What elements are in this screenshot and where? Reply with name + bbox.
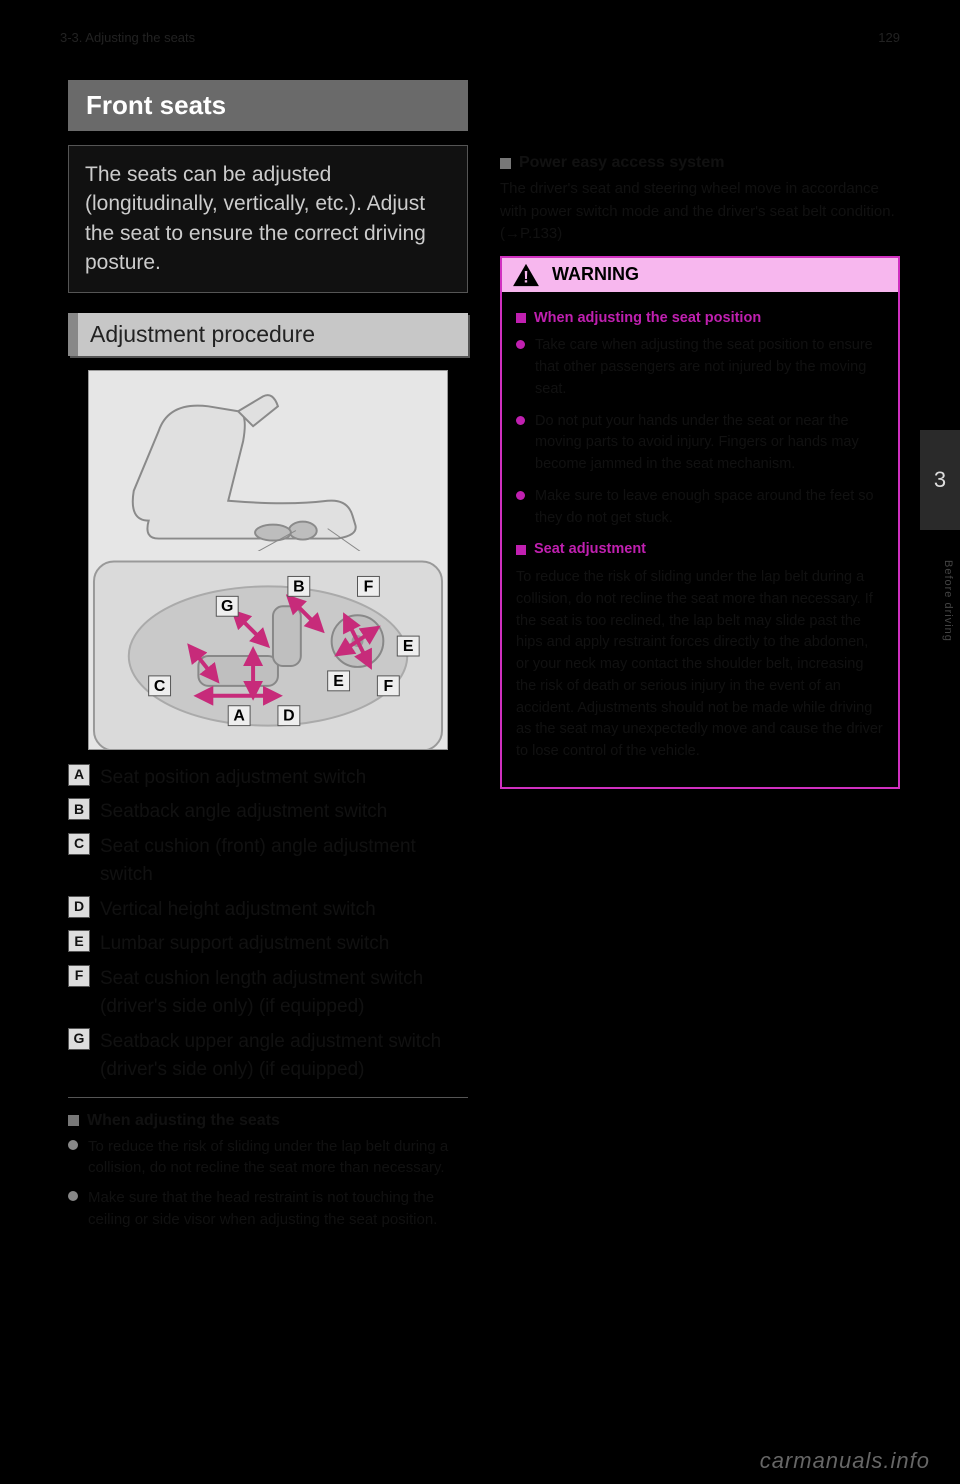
- page-header: 3-3. Adjusting the seats 129: [60, 30, 900, 50]
- warning-item: Make sure to leave enough space around t…: [516, 486, 884, 530]
- control-panel-illustration: C A D B G F E E F: [89, 556, 447, 750]
- side-caption: Before driving: [942, 560, 954, 960]
- subsection-header: Adjustment procedure: [68, 313, 468, 356]
- legend-item: G Seatback upper angle adjustment switch …: [68, 1028, 468, 1085]
- legend-label: Seat position adjustment switch: [100, 764, 366, 793]
- watermark: carmanuals.info: [760, 1448, 930, 1474]
- note-header-text: When adjusting the seats: [87, 1112, 280, 1130]
- dot-bullet-icon: [516, 491, 525, 500]
- legend-item: E Lumbar support adjustment switch: [68, 930, 468, 959]
- svg-text:A: A: [233, 707, 245, 724]
- warning-section-title: Seat adjustment: [534, 539, 646, 561]
- svg-text:F: F: [383, 677, 393, 694]
- left-column: Front seats The seats can be adjusted (l…: [68, 80, 468, 1239]
- warning-body: When adjusting the seat position Take ca…: [502, 292, 898, 787]
- manual-page: 3-3. Adjusting the seats 129 3 Before dr…: [0, 0, 960, 1484]
- legend-key: F: [68, 965, 90, 987]
- legend-label: Seat cushion length adjustment switch (d…: [100, 965, 468, 1022]
- note-header: When adjusting the seats: [68, 1112, 468, 1130]
- legend-item: C Seat cushion (front) angle adjustment s…: [68, 833, 468, 890]
- legend-key: D: [68, 896, 90, 918]
- note-body: The driver's seat and steering wheel mov…: [500, 178, 900, 246]
- svg-text:B: B: [293, 578, 305, 595]
- legend-key: A: [68, 764, 90, 786]
- warning-item: Do not put your hands under the seat or …: [516, 411, 884, 476]
- legend-key: E: [68, 930, 90, 952]
- legend-key: B: [68, 798, 90, 820]
- svg-text:E: E: [333, 672, 344, 689]
- legend-item: B Seatback angle adjustment switch: [68, 798, 468, 827]
- legend-label: Lumbar support adjustment switch: [100, 930, 389, 959]
- legend-label: Vertical height adjustment switch: [100, 896, 376, 925]
- note-item: To reduce the risk of sliding under the …: [68, 1136, 468, 1180]
- warning-text: Take care when adjusting the seat positi…: [535, 335, 884, 400]
- svg-text:!: !: [523, 267, 529, 286]
- legend-key: G: [68, 1028, 90, 1050]
- note-header-text: Power easy access system: [519, 154, 724, 172]
- note-header: Power easy access system: [500, 154, 900, 172]
- square-bullet-icon: [516, 313, 526, 323]
- legend-label: Seatback upper angle adjustment switch (…: [100, 1028, 468, 1085]
- chapter-tab-number: 3: [934, 467, 946, 493]
- warning-item: Take care when adjusting the seat positi…: [516, 335, 884, 400]
- chapter-tab: 3: [920, 430, 960, 530]
- note-item: Make sure that the head restraint is not…: [68, 1187, 468, 1231]
- note-text: Make sure that the head restraint is not…: [88, 1187, 468, 1231]
- control-legend: A Seat position adjustment switch B Seatba…: [68, 764, 468, 1085]
- seat-illustration: [89, 371, 447, 551]
- warning-box: ! WARNING When adjusting the seat positi…: [500, 256, 900, 789]
- square-bullet-icon: [68, 1115, 79, 1126]
- warning-section-header: Seat adjustment: [516, 539, 884, 561]
- svg-text:C: C: [154, 677, 166, 694]
- seat-control-diagram: C A D B G F E E F: [88, 370, 448, 750]
- square-bullet-icon: [500, 158, 511, 169]
- divider: [68, 1097, 468, 1098]
- warning-icon: !: [512, 263, 540, 287]
- dot-bullet-icon: [68, 1191, 78, 1201]
- dot-bullet-icon: [68, 1140, 78, 1150]
- warning-header: ! WARNING: [502, 258, 898, 292]
- legend-item: D Vertical height adjustment switch: [68, 896, 468, 925]
- warning-text: To reduce the risk of sliding under the …: [516, 567, 884, 763]
- warning-title: WARNING: [552, 264, 639, 285]
- right-column: Power easy access system The driver's se…: [500, 80, 900, 789]
- square-bullet-icon: [516, 545, 526, 555]
- svg-text:F: F: [364, 578, 374, 595]
- warning-text: Make sure to leave enough space around t…: [535, 486, 884, 530]
- legend-label: Seatback angle adjustment switch: [100, 798, 387, 827]
- svg-text:E: E: [403, 638, 414, 655]
- legend-key: C: [68, 833, 90, 855]
- warning-section-title: When adjusting the seat position: [534, 308, 761, 330]
- svg-text:D: D: [283, 707, 295, 724]
- chapter-label: 3-3. Adjusting the seats: [60, 30, 195, 50]
- warning-text: Do not put your hands under the seat or …: [535, 411, 884, 476]
- legend-item: A Seat position adjustment switch: [68, 764, 468, 793]
- page-number: 129: [878, 30, 900, 50]
- legend-item: F Seat cushion length adjustment switch (…: [68, 965, 468, 1022]
- svg-text:G: G: [221, 598, 233, 615]
- dot-bullet-icon: [516, 340, 525, 349]
- section-title: Front seats: [68, 80, 468, 131]
- warning-section-header: When adjusting the seat position: [516, 308, 884, 330]
- intro-box: The seats can be adjusted (longitudinall…: [68, 145, 468, 293]
- warning-item: To reduce the risk of sliding under the …: [516, 567, 884, 763]
- note-text: To reduce the risk of sliding under the …: [88, 1136, 468, 1180]
- legend-label: Seat cushion (front) angle adjustment sw…: [100, 833, 468, 890]
- dot-bullet-icon: [516, 416, 525, 425]
